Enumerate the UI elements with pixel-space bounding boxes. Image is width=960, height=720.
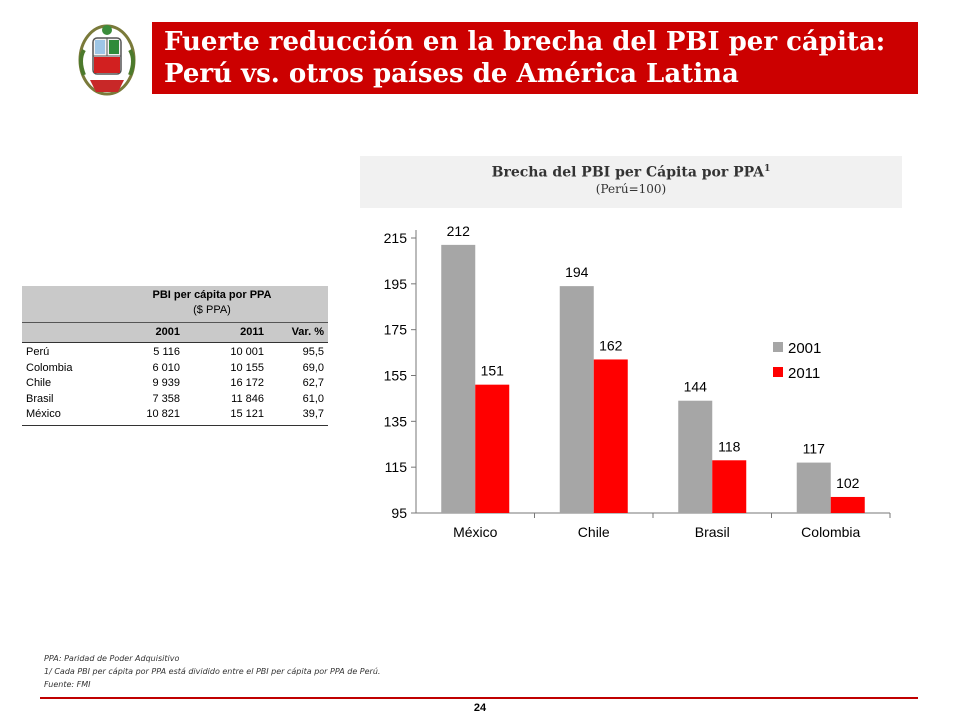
bar-2011: [593, 359, 628, 513]
footnote-ppa: PPA: Paridad de Poder Adquisitivo: [44, 654, 180, 663]
column-header: 2011: [240, 326, 264, 338]
bar-2001: [441, 244, 476, 513]
table-body: Perú 5 116 10 001 95,5 Colombia 6 010 10…: [22, 342, 328, 426]
table-row: Chile 9 939 16 172 62,7: [22, 376, 328, 392]
gdp-table: PBI per cápita por PPA ($ PPA) 2001 2011…: [22, 286, 328, 426]
y-tick-label: 195: [384, 276, 408, 292]
table-cell: 10 821: [146, 408, 180, 420]
footer-divider: [40, 697, 918, 699]
x-category-label: Chile: [578, 524, 610, 540]
bar-value-label: 102: [836, 475, 860, 491]
x-category-label: Brasil: [695, 524, 730, 540]
table-cell: México: [26, 408, 61, 420]
table-title: PBI per cápita por PPA: [152, 289, 272, 301]
table-row: Colombia 6 010 10 155 69,0: [22, 361, 328, 377]
table-cell: 9 939: [152, 377, 180, 389]
bar-value-label: 117: [803, 441, 826, 457]
footnote-source: Fuente: FMI: [44, 680, 91, 689]
x-category-label: Colombia: [801, 524, 860, 540]
chart-title-footnote: 1: [764, 164, 771, 174]
table-cell: Chile: [26, 377, 52, 389]
table-header: PBI per cápita por PPA ($ PPA) 2001 2011…: [22, 286, 328, 342]
table-cell: 95,5: [302, 346, 324, 358]
y-tick-label: 135: [384, 413, 408, 429]
bar-2011: [830, 496, 865, 513]
bar-2001: [678, 400, 713, 513]
table-cell: Brasil: [26, 392, 54, 405]
table-cell: Colombia: [26, 361, 73, 374]
footnote-1: 1/ Cada PBI per cápita por PPA está divi…: [44, 667, 381, 676]
chart-title-text: Brecha del PBI per Cápita por PPA: [491, 164, 765, 181]
table-cell: 10 155: [230, 361, 264, 374]
table-cell: 39,7: [302, 408, 324, 420]
legend-label: 2001: [788, 340, 821, 357]
table-cell: 69,0: [302, 361, 324, 374]
bar-value-label: 118: [718, 438, 741, 454]
y-tick-label: 155: [384, 368, 408, 384]
bar-value-label: 162: [599, 337, 623, 353]
bar-chart: 95 115 135 155 175 195 215 212 151 México 194 162 Ch…: [384, 223, 891, 540]
table-cell: 11 846: [231, 392, 264, 405]
y-tick-label: 175: [384, 322, 408, 338]
table-cell: 61,0: [302, 392, 324, 405]
table-row: Brasil 7 358 11 846 61,0: [22, 392, 328, 408]
legend-label: 2011: [788, 365, 820, 382]
bar-2011: [712, 460, 747, 513]
y-tick-label: 115: [385, 459, 408, 475]
legend-swatch: [773, 342, 783, 352]
slide-title-line2: Perú vs. otros países de América Latina: [164, 59, 739, 89]
bar-value-label: 144: [684, 379, 708, 395]
table-cell: 7 358: [152, 392, 180, 405]
table-row: Perú 5 116 10 001 95,5: [22, 345, 328, 361]
footnotes: PPA: Paridad de Poder Adquisitivo 1/ Cad…: [44, 652, 380, 691]
chart-subtitle: (Perú=100): [595, 181, 667, 196]
bar-2001: [796, 462, 831, 513]
y-tick-label: 215: [384, 230, 408, 246]
slide-title-line1: Fuerte reducción en la brecha del PBI pe…: [164, 27, 886, 57]
table-cell: 62,7: [302, 377, 324, 389]
bar-value-label: 194: [565, 264, 589, 280]
table-cell: 10 001: [230, 346, 264, 358]
table-cell: 15 121: [230, 408, 264, 420]
table-column-headers: 2001 2011 Var. %: [22, 322, 328, 340]
table-unit: ($ PPA): [193, 304, 231, 316]
coat-of-arms-icon: [78, 24, 136, 96]
bar-value-label: 151: [481, 363, 505, 379]
table-cell: 6 010: [152, 361, 180, 374]
chart-title-box: Brecha del PBI per Cápita por PPA1 (Perú…: [360, 156, 902, 208]
x-category-label: México: [453, 524, 498, 540]
table-row: México 10 821 15 121 39,7: [22, 407, 328, 423]
y-tick-label: 95: [391, 505, 407, 521]
slide-title: Fuerte reducción en la brecha del PBI pe…: [152, 22, 918, 94]
chart-title: Brecha del PBI per Cápita por PPA1: [360, 164, 902, 181]
table-cell: 5 116: [153, 346, 180, 358]
column-header: 2001: [155, 326, 180, 338]
table-cell: 16 172: [230, 377, 264, 389]
bar-2011: [475, 384, 510, 513]
page-number: 24: [473, 702, 487, 714]
bar-value-label: 212: [447, 223, 471, 239]
bar-2001: [559, 286, 594, 513]
legend-swatch: [773, 367, 783, 377]
table-cell: Perú: [26, 346, 50, 358]
column-header: Var. %: [291, 326, 324, 338]
